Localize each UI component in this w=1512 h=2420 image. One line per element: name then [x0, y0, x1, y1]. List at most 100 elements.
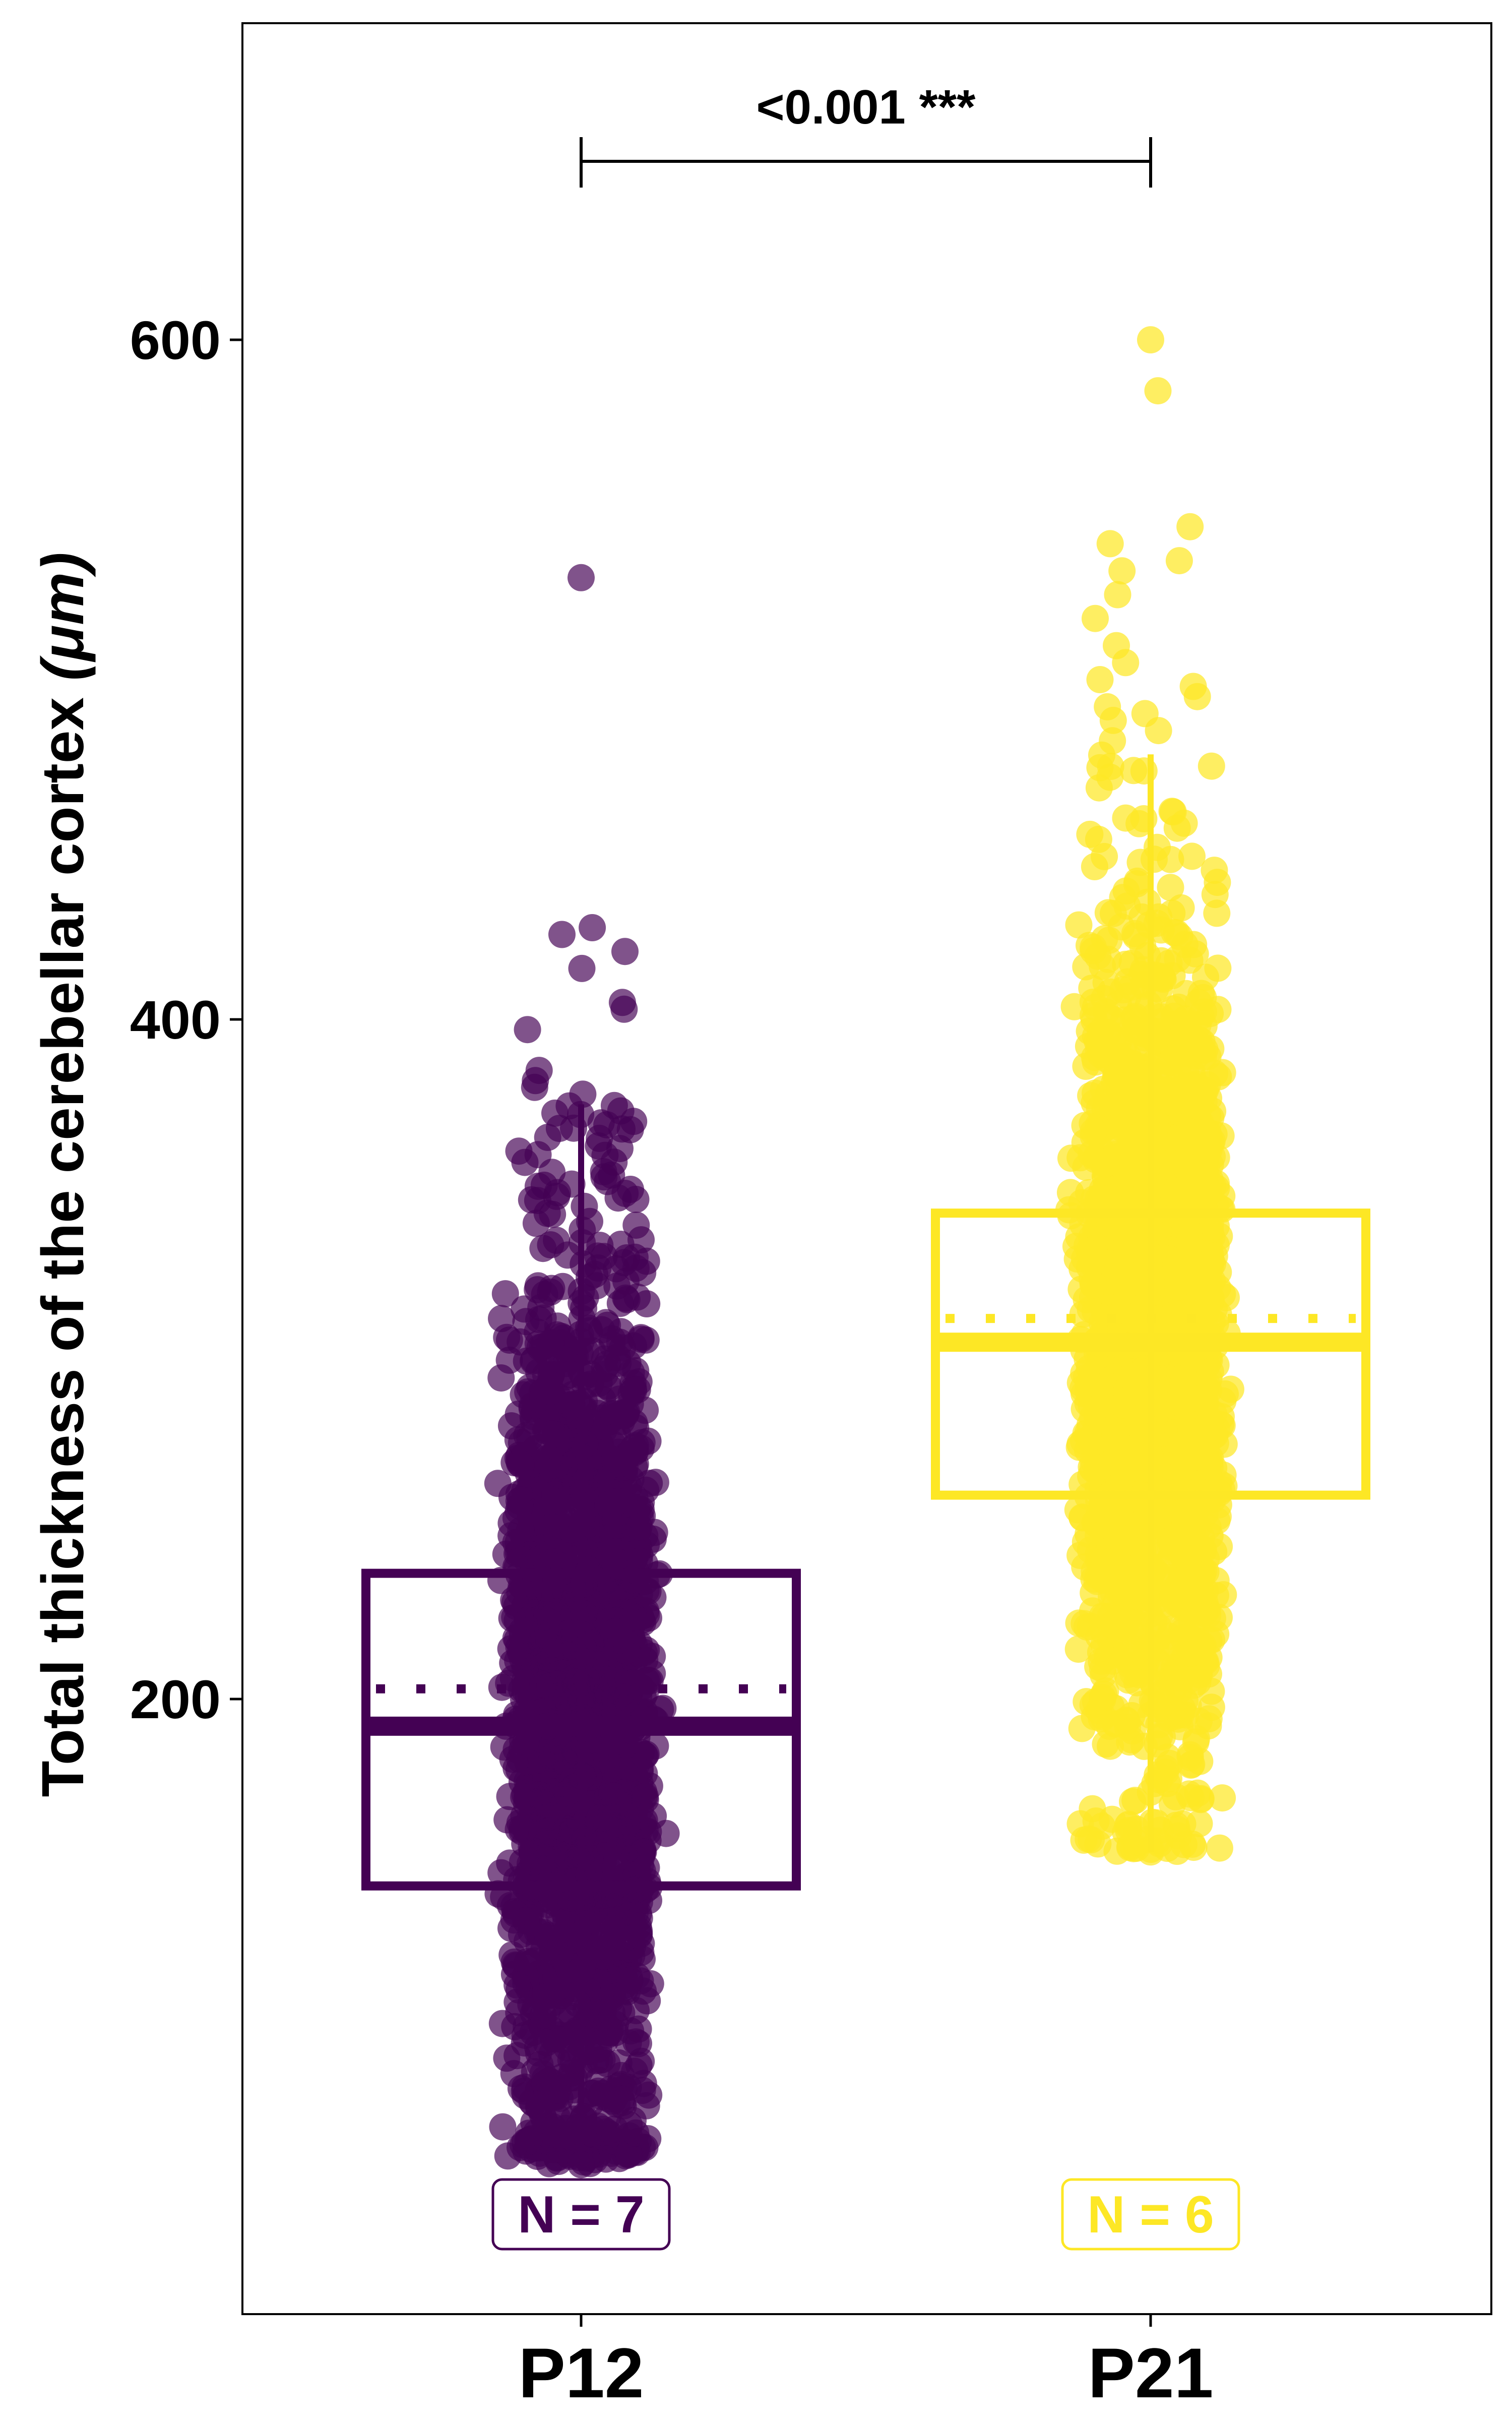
- data-points-layer: [484, 326, 1244, 2179]
- p12-point: [634, 1987, 661, 2015]
- p12-point: [541, 1481, 569, 1508]
- p21-point: [1168, 1520, 1195, 1548]
- p21-outlier-point: [1096, 530, 1124, 558]
- p12-outlier-point: [571, 1192, 598, 1220]
- p12-outlier-point: [521, 1073, 548, 1101]
- p21-point: [1094, 1019, 1122, 1047]
- p21-point: [1204, 1503, 1232, 1531]
- p12-point: [600, 1092, 628, 1119]
- p21-point: [1158, 798, 1186, 825]
- p21-point: [1115, 1817, 1143, 1844]
- p12-point: [506, 1492, 534, 1520]
- p21-point: [1158, 899, 1186, 927]
- p12-point: [571, 1430, 599, 1458]
- p21-point: [1185, 1810, 1213, 1837]
- p21-point: [1090, 1661, 1117, 1689]
- p21-outlier-point: [1086, 666, 1114, 693]
- p21-point: [1206, 1604, 1233, 1631]
- p12-point: [556, 1361, 584, 1388]
- p21-point: [1107, 1083, 1135, 1111]
- p21-n-label: N = 6: [1087, 2186, 1214, 2244]
- p12-point: [595, 1374, 623, 1402]
- p12-point: [512, 1907, 540, 1934]
- p21-outlier-point: [1144, 377, 1172, 405]
- p12-point: [484, 1470, 512, 1497]
- p12-point: [594, 1676, 621, 1704]
- plot-frame: [241, 22, 1492, 2315]
- p12-outlier-point: [617, 1176, 644, 1203]
- p21-point: [1192, 1467, 1219, 1495]
- p12-point: [594, 1491, 622, 1519]
- p21-point: [1171, 1223, 1199, 1250]
- p21-point: [1080, 1118, 1107, 1145]
- p21-point: [1202, 1582, 1229, 1609]
- p21-point: [1087, 1549, 1114, 1577]
- p12-point: [620, 1434, 647, 1462]
- p21-point: [1149, 1634, 1177, 1662]
- p21-point: [1066, 1144, 1094, 1172]
- p21-point: [1203, 1213, 1230, 1240]
- p12-point: [617, 1380, 645, 1408]
- y-axis-title: Total thickness of the cerebellar cortex…: [30, 552, 96, 1797]
- p21-point: [1112, 804, 1140, 832]
- p12-outlier-point: [524, 1318, 551, 1346]
- p21-point: [1198, 752, 1225, 780]
- p21-point: [1203, 899, 1231, 927]
- p21-point: [1195, 1410, 1223, 1437]
- y-axis: 200 400 600: [130, 310, 242, 1730]
- p21-point: [1165, 1677, 1193, 1704]
- x-tick-label-p12: P12: [518, 2333, 644, 2412]
- p21-point: [1087, 1041, 1114, 1068]
- p21-outlier-point: [1165, 547, 1193, 575]
- p12-point: [587, 1591, 615, 1619]
- p12-point: [488, 2010, 516, 2037]
- p21-point: [1095, 1522, 1122, 1549]
- p21-point: [1113, 892, 1141, 920]
- p12-point: [538, 1420, 566, 1448]
- p12-point: [610, 1599, 638, 1626]
- p21-point: [1159, 1791, 1186, 1819]
- p21-point: [1065, 911, 1093, 939]
- p12-point: [553, 1841, 581, 1869]
- p21-point: [1064, 1636, 1092, 1663]
- boxes-layer: N = 7 N = 6: [361, 754, 1370, 2251]
- p12-point: [624, 1912, 652, 1940]
- p21-point: [1157, 1453, 1184, 1480]
- y-tick-label-200: 200: [130, 1669, 221, 1730]
- p12-n-badge: [491, 2178, 671, 2251]
- p21-point: [1184, 1779, 1212, 1807]
- p12-point: [615, 1962, 643, 1990]
- p21-point: [1114, 1262, 1142, 1290]
- p12-outlier-point: [548, 921, 576, 948]
- p12-point: [588, 1469, 615, 1496]
- p12-point: [528, 1819, 556, 1846]
- p12-outlier-point: [600, 1148, 628, 1176]
- p21-point: [1120, 757, 1148, 784]
- p12-point: [608, 1742, 636, 1770]
- p21-point: [1094, 1353, 1122, 1381]
- p12-point: [586, 1804, 614, 1831]
- p12-point: [511, 1148, 539, 1176]
- p12-point: [581, 1651, 609, 1678]
- p21-point: [1090, 1680, 1117, 1708]
- p21-point: [1080, 1271, 1107, 1299]
- p12-outlier-point: [611, 938, 639, 965]
- p12-point: [491, 1280, 519, 1308]
- p21-point: [1119, 1788, 1146, 1816]
- p21-point: [1178, 1750, 1206, 1778]
- p12-point: [627, 1325, 655, 1353]
- p21-point: [1093, 1145, 1120, 1173]
- p12-point: [533, 1601, 561, 1628]
- p21-point: [1106, 1227, 1133, 1254]
- p21-point: [1111, 1293, 1139, 1321]
- p21-point: [1184, 1093, 1212, 1120]
- p21-point: [1084, 942, 1112, 970]
- p21-point: [1161, 1392, 1188, 1420]
- p21-point: [1133, 888, 1161, 916]
- significance-bracket: <0.001 ***: [580, 80, 1152, 188]
- p21-outlier-point: [1145, 717, 1172, 745]
- p21-point: [1157, 874, 1184, 901]
- p21-n-badge: [1061, 2178, 1240, 2251]
- p12-point: [633, 2092, 660, 2120]
- p12-point: [563, 1990, 591, 2018]
